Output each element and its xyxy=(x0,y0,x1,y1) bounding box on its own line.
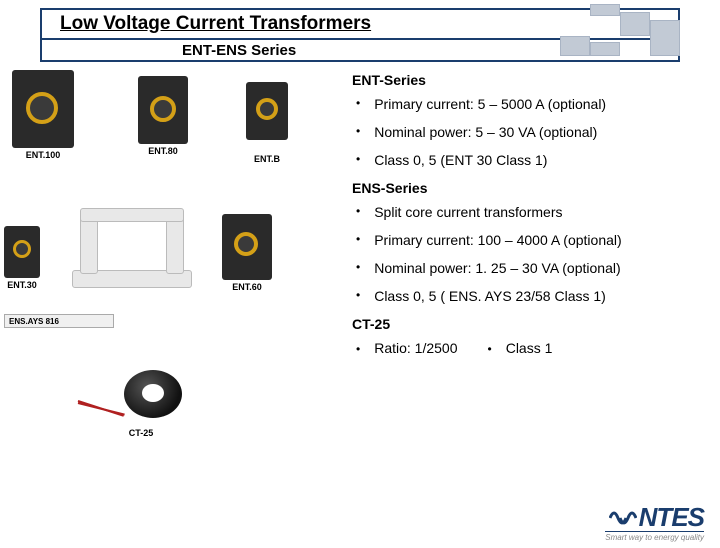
logo-sine-icon xyxy=(609,507,637,529)
product-split-core xyxy=(72,208,192,288)
product-ent60: ENT.60 xyxy=(222,214,272,292)
product-ent100: ENT.100 xyxy=(12,70,74,160)
header-decoration xyxy=(550,8,680,62)
product-ensays816: ENS.AYS 816 xyxy=(4,314,114,328)
ent-specs: Primary current: 5 – 5000 A (optional) N… xyxy=(352,96,700,168)
ens-specs: Split core current transformers Primary … xyxy=(352,204,700,304)
section-title-ent: ENT-Series xyxy=(352,72,700,88)
logo-tagline: Smart way to energy quality xyxy=(605,531,704,542)
header-banner: Low Voltage Current Transformers ENT-ENS… xyxy=(40,8,680,62)
spec-item: Nominal power: 5 – 30 VA (optional) xyxy=(356,124,700,140)
section-title-ct: CT-25 xyxy=(352,316,700,332)
ct-specs: Ratio: 1/2500 Class 1 xyxy=(352,340,700,356)
product-label: ENT.30 xyxy=(4,280,40,290)
spec-item: Class 0, 5 ( ENS. AYS 23/58 Class 1) xyxy=(356,288,700,304)
product-label: ENT.100 xyxy=(12,150,74,160)
product-label: ENT.60 xyxy=(222,282,272,292)
product-ent80: ENT.80 xyxy=(138,76,188,156)
brand-logo: NTES Smart way to energy quality xyxy=(605,502,704,542)
product-label: ENT.80 xyxy=(138,146,188,156)
product-label: CT-25 xyxy=(96,428,186,438)
section-title-ens: ENS-Series xyxy=(352,180,700,196)
spec-item: Primary current: 5 – 5000 A (optional) xyxy=(356,96,700,112)
spec-item: Primary current: 100 – 4000 A (optional) xyxy=(356,232,700,248)
product-ct25: CT-25 xyxy=(96,366,186,438)
product-entb: ENT.B xyxy=(246,82,288,164)
spec-item: Ratio: 1/2500 xyxy=(356,340,458,356)
spec-item: Split core current transformers xyxy=(356,204,700,220)
specs-column: ENT-Series Primary current: 5 – 5000 A (… xyxy=(350,66,720,496)
product-images: ENT.100 ENT.80 ENT.B ENT.30 xyxy=(0,66,350,496)
product-ent30: ENT.30 xyxy=(4,226,40,290)
spec-item: Class 1 xyxy=(488,340,553,356)
content-area: ENT.100 ENT.80 ENT.B ENT.30 xyxy=(0,66,720,496)
spec-item: Nominal power: 1. 25 – 30 VA (optional) xyxy=(356,260,700,276)
spec-item: Class 0, 5 (ENT 30 Class 1) xyxy=(356,152,700,168)
product-label: ENT.B xyxy=(246,154,288,164)
logo-brand-text: NTES xyxy=(639,502,704,533)
